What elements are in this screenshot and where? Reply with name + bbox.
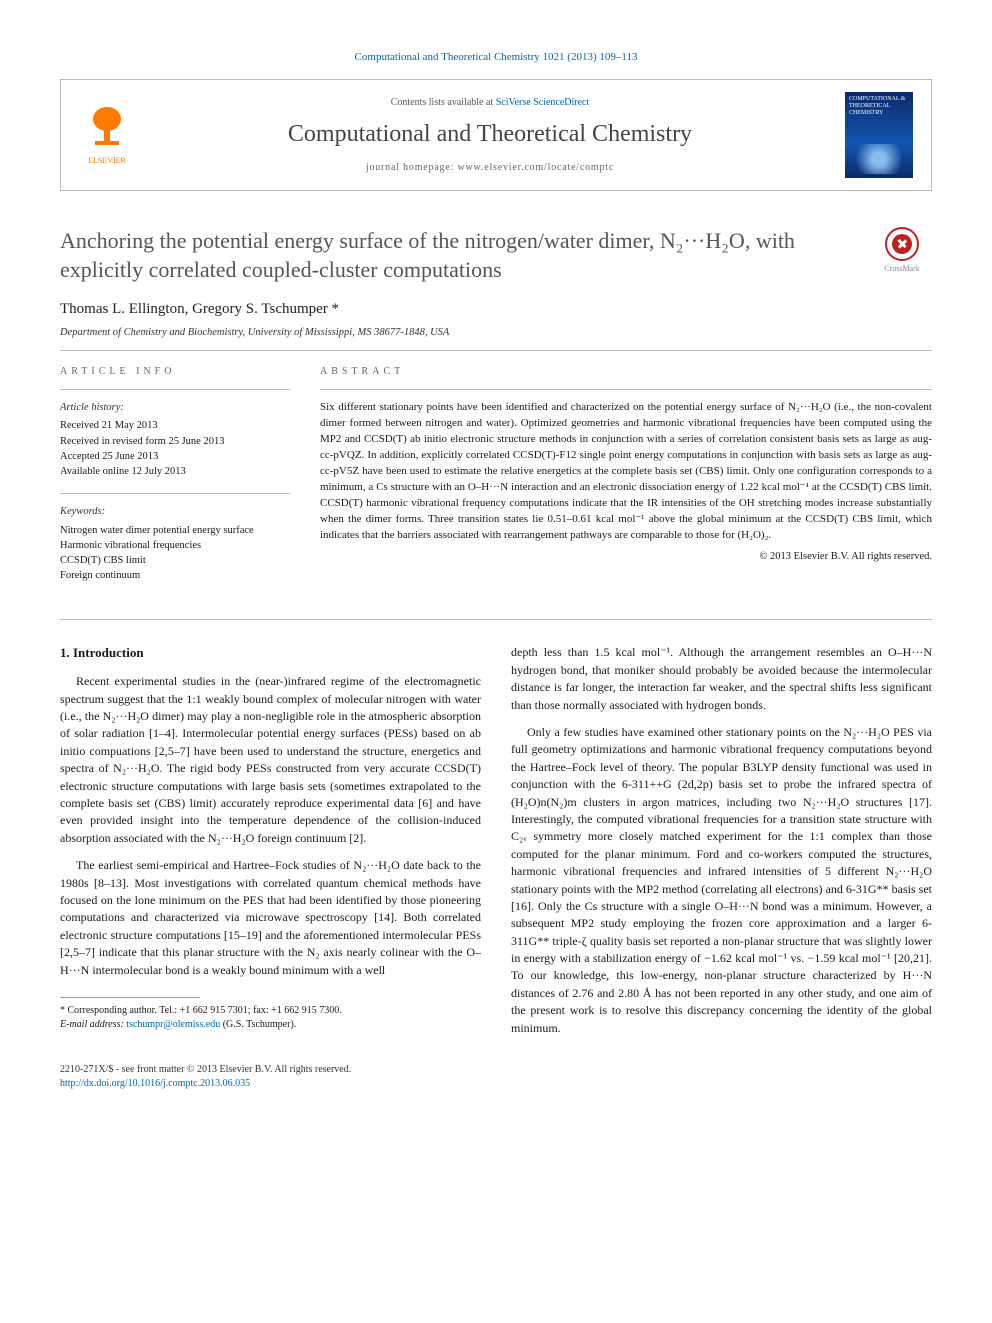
column-left: 1. Introduction Recent experimental stud… [60,644,481,1047]
body-p1: Recent experimental studies in the (near… [60,673,481,847]
copyright-line: © 2013 Elsevier B.V. All rights reserved… [320,550,932,565]
contents-link[interactable]: SciVerse ScienceDirect [496,97,590,108]
footer: 2210-271X/$ - see front matter © 2013 El… [60,1063,932,1091]
abstract-column: ABSTRACT Six different stationary points… [320,365,932,597]
section-heading: 1. Introduction [60,644,481,663]
footer-line1: 2210-271X/$ - see front matter © 2013 El… [60,1063,932,1077]
article-info-label: ARTICLE INFO [60,365,290,379]
elsevier-logo: ELSEVIER [79,103,135,167]
homepage-url[interactable]: www.elsevier.com/locate/comptc [457,162,614,173]
rule-keywords [60,493,290,494]
meta-row: ARTICLE INFO Article history: Received 2… [60,365,932,597]
cover-title: COMPUTATIONAL & THEORETICAL CHEMISTRY [849,96,909,116]
column-right: depth less than 1.5 kcal mol⁻¹. Although… [511,644,932,1047]
body-columns: 1. Introduction Recent experimental stud… [60,644,932,1047]
citation-line: Computational and Theoretical Chemistry … [60,50,932,65]
crossmark-icon [885,227,919,261]
journal-cover-thumb: COMPUTATIONAL & THEORETICAL CHEMISTRY [845,92,913,178]
keyword-1: Nitrogen water dimer potential energy su… [60,523,290,538]
cover-art-icon [849,144,909,174]
contents-prefix: Contents lists available at [391,97,496,108]
footnote-corr: * Corresponding author. Tel.: +1 662 915… [60,1004,481,1018]
journal-header: ELSEVIER Contents lists available at Sci… [60,79,932,191]
keyword-2: Harmonic vibrational frequencies [60,538,290,553]
body-p2: The earliest semi-empirical and Hartree–… [60,857,481,979]
keyword-4: Foreign continuum [60,568,290,583]
footnote-email-label: E-mail address: [60,1019,126,1030]
footnote-email[interactable]: tschumpr@olemiss.edu [126,1019,220,1030]
footnote-email-line: E-mail address: tschumpr@olemiss.edu (G.… [60,1018,481,1032]
elsevier-label: ELSEVIER [88,155,126,166]
article-info-column: ARTICLE INFO Article history: Received 2… [60,365,290,597]
footnote-rule [60,997,200,998]
rule-info [60,389,290,390]
contents-line: Contents lists available at SciVerse Sci… [153,96,827,110]
elsevier-tree-icon [87,105,127,155]
homepage-prefix: journal homepage: [366,162,458,173]
crossmark-label: CrossMark [884,263,920,274]
history-heading: Article history: [60,400,290,415]
keywords-block: Keywords: Nitrogen water dimer potential… [60,504,290,583]
keywords-heading: Keywords: [60,504,290,519]
article-title: Anchoring the potential energy surface o… [60,227,852,284]
abstract-text: Six different stationary points have bee… [320,400,932,543]
history-accepted: Accepted 25 June 2013 [60,449,290,464]
authors: Thomas L. Ellington, Gregory S. Tschumpe… [60,299,932,320]
journal-name: Computational and Theoretical Chemistry [153,118,827,152]
footnote-email-suffix: (G.S. Tschumper). [220,1019,296,1030]
body-p4: Only a few studies have examined other s… [511,724,932,1037]
body-p3: depth less than 1.5 kcal mol⁻¹. Although… [511,644,932,714]
history-online: Available online 12 July 2013 [60,464,290,479]
header-center: Contents lists available at SciVerse Sci… [153,96,827,176]
crossmark-badge[interactable]: CrossMark [872,227,932,274]
keyword-3: CCSD(T) CBS limit [60,553,290,568]
title-row: Anchoring the potential energy surface o… [60,227,932,284]
history-received: Received 21 May 2013 [60,418,290,433]
homepage-line: journal homepage: www.elsevier.com/locat… [153,161,827,175]
rule-top [60,350,932,351]
history-revised: Received in revised form 25 June 2013 [60,434,290,449]
footnote-block: * Corresponding author. Tel.: +1 662 915… [60,1004,481,1032]
abstract-label: ABSTRACT [320,365,932,379]
rule-abstract [320,389,932,390]
footer-doi[interactable]: http://dx.doi.org/10.1016/j.comptc.2013.… [60,1077,932,1091]
history-block: Article history: Received 21 May 2013 Re… [60,400,290,479]
rule-body [60,619,932,620]
page-root: Computational and Theoretical Chemistry … [0,0,992,1131]
affiliation: Department of Chemistry and Biochemistry… [60,326,932,341]
